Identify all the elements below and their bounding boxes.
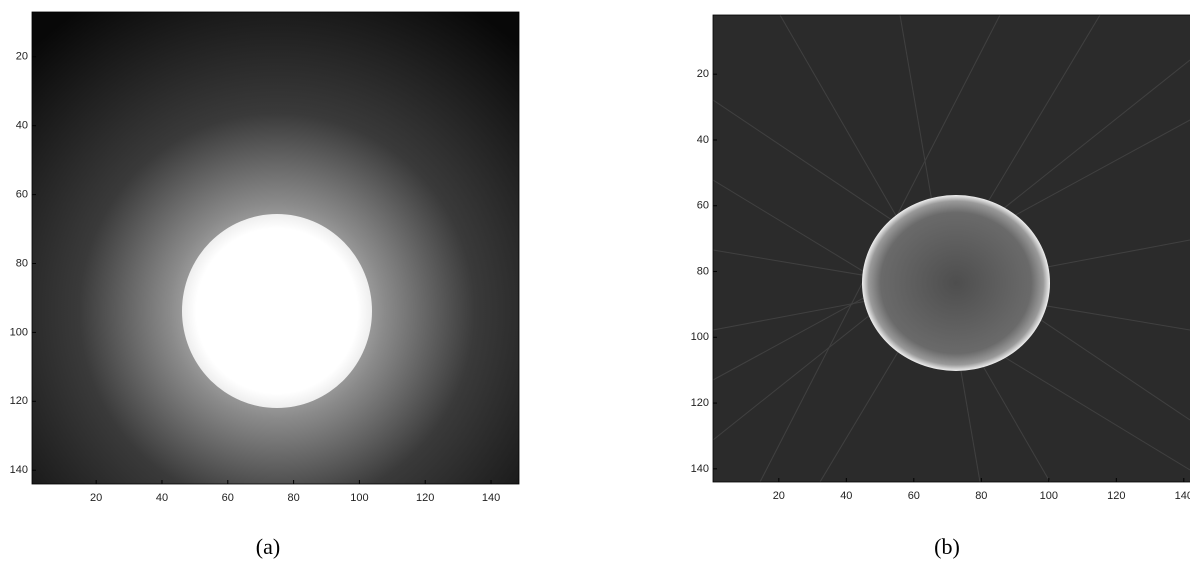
x-tick-label: 80	[975, 490, 987, 502]
x-tick-label: 80	[287, 492, 299, 504]
image-a	[32, 12, 519, 484]
caption: (a)	[256, 534, 280, 559]
y-tick-label: 60	[16, 189, 28, 201]
caption: (b)	[934, 534, 960, 559]
x-tick-label: 120	[416, 492, 434, 504]
x-tick-label: 100	[350, 492, 368, 504]
y-tick-label: 20	[16, 51, 28, 63]
y-tick-label: 140	[691, 463, 709, 475]
x-tick-label: 40	[156, 492, 168, 504]
y-tick-label: 80	[16, 257, 28, 269]
y-tick-label: 40	[697, 134, 709, 146]
y-tick-label: 40	[16, 120, 28, 132]
y-tick-label: 100	[691, 331, 709, 343]
x-tick-label: 40	[840, 490, 852, 502]
y-tick-label: 100	[10, 326, 28, 338]
x-tick-label: 20	[773, 490, 785, 502]
x-tick-label: 60	[908, 490, 920, 502]
x-tick-label: 60	[222, 492, 234, 504]
x-tick-label: 120	[1107, 490, 1125, 502]
x-tick-label: 100	[1040, 490, 1058, 502]
y-tick-label: 60	[697, 200, 709, 212]
x-tick-label: 20	[90, 492, 102, 504]
y-tick-label: 120	[10, 395, 28, 407]
y-tick-label: 120	[691, 397, 709, 409]
x-tick-label: 140	[482, 492, 500, 504]
y-tick-label: 20	[697, 68, 709, 80]
figure: 20 40 60 80 100 120 140 20 40 60 80 100 120 140 (a) 20 4…	[0, 0, 1190, 576]
y-tick-label: 80	[697, 265, 709, 277]
x-tick-label: 140	[1175, 490, 1190, 502]
image-b	[713, 15, 1190, 482]
y-tick-label: 140	[10, 464, 28, 476]
